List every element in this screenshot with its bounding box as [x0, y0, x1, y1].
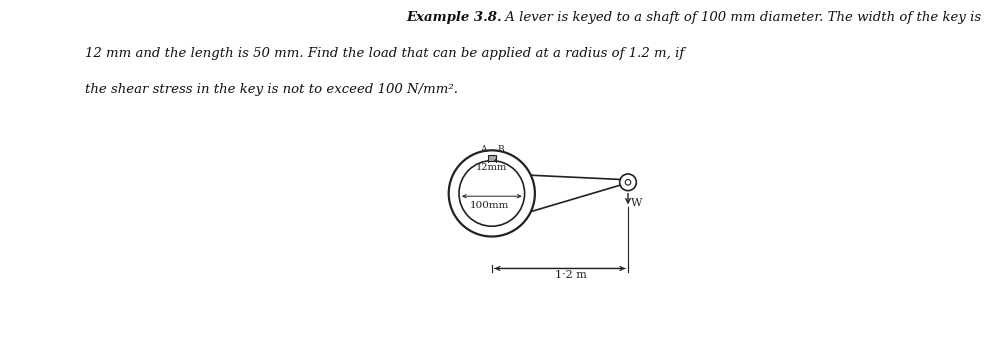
Text: W: W: [630, 198, 642, 208]
Text: A: A: [480, 145, 486, 154]
Text: the shear stress in the key is not to exceed 100 N/mm².: the shear stress in the key is not to ex…: [85, 83, 458, 96]
Text: B: B: [497, 145, 503, 154]
Text: 12mm: 12mm: [476, 163, 507, 172]
Text: 100mm: 100mm: [469, 201, 508, 210]
Text: 1·2 m: 1·2 m: [554, 270, 586, 280]
Text: 12 mm and the length is 50 mm. Find the load that can be applied at a radius of : 12 mm and the length is 50 mm. Find the …: [85, 47, 683, 60]
Text: Example 3.8.: Example 3.8.: [406, 11, 501, 24]
Bar: [487, 155, 495, 161]
Text: A lever is keyed to a shaft of 100 mm diameter. The width of the key is: A lever is keyed to a shaft of 100 mm di…: [501, 11, 981, 24]
